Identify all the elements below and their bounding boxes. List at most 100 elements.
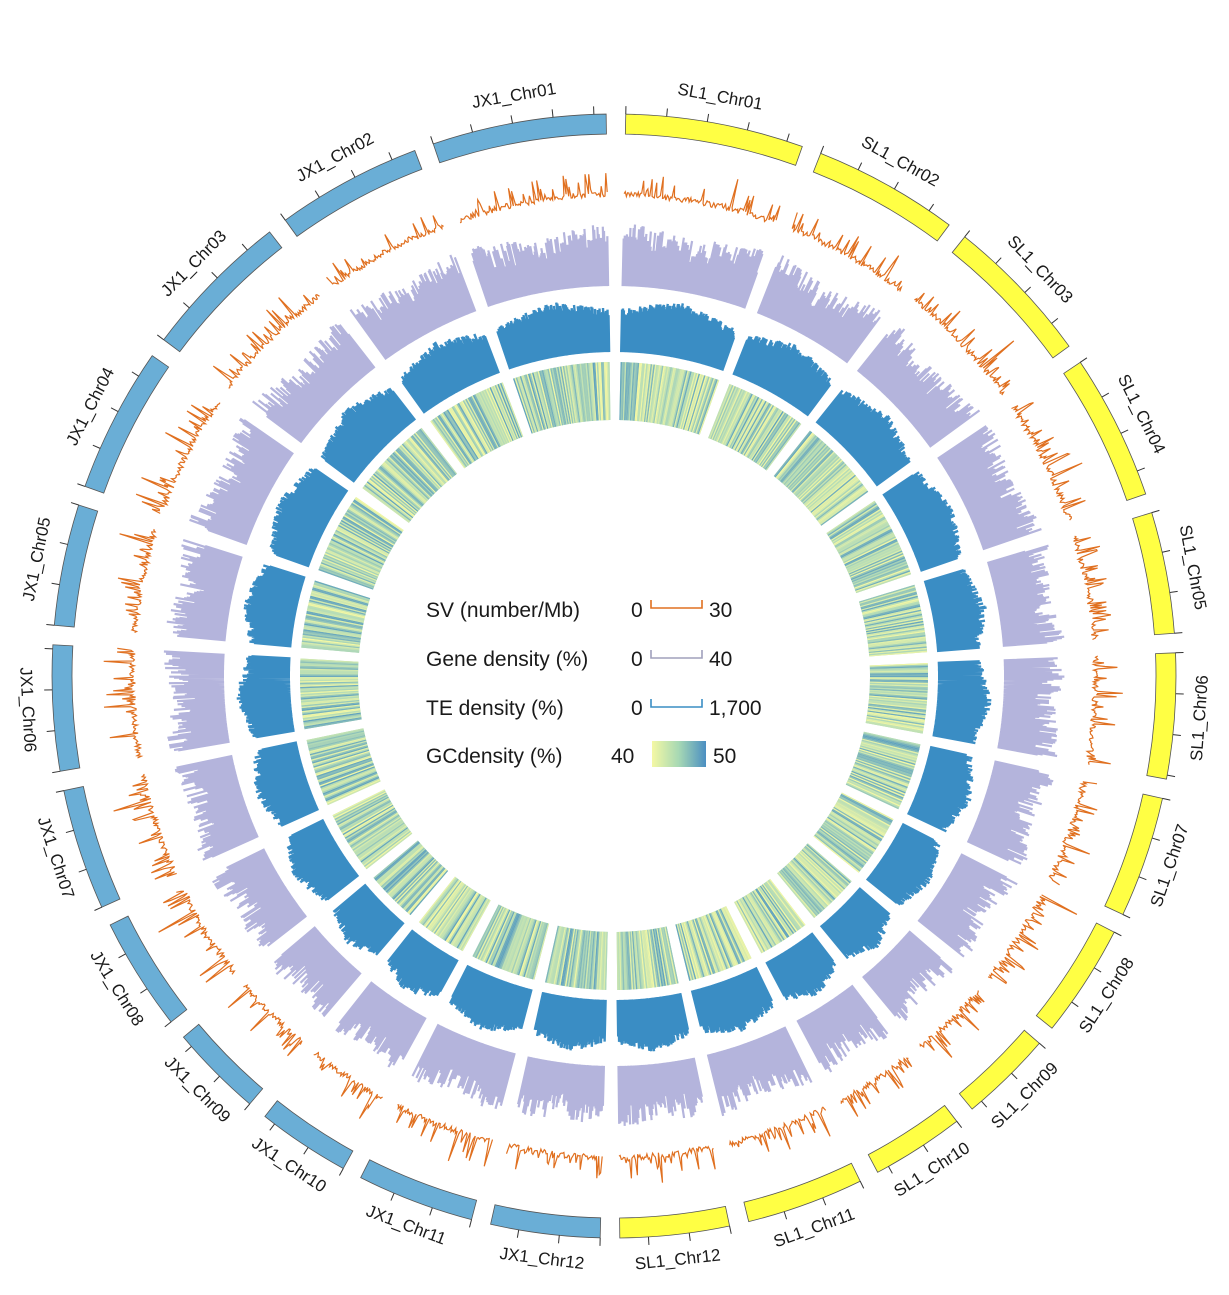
gc-cell [489,387,514,441]
karyotype-sl1-chr08 [1035,922,1115,1029]
gc-cell [845,541,899,568]
chromosome-jx1-chr08: JX1_Chr08 [86,789,413,1029]
gc-cell [643,364,653,422]
gc-cell [859,747,916,766]
gene-track-sl1-chr03 [856,327,981,448]
gc-cell [331,537,385,565]
gc-cell [830,507,880,540]
gc-cell [365,483,412,521]
chr-label-sl1-chr06: SL1_Chr06 [1187,674,1212,761]
gc-cell [308,733,365,749]
gc-cell [799,851,844,892]
gc-cell [795,856,838,898]
gc-cell [446,409,479,460]
ticks-jx1-chr11 [390,1192,473,1228]
gc-cell [337,796,389,826]
gc-cell [437,887,471,937]
gc-cell [752,890,785,941]
gc-cell [673,370,689,428]
gc-cell [866,717,924,729]
gc-cell [845,542,899,569]
gc-cell [346,810,397,843]
gc-cell [300,688,359,693]
gc-cell [830,810,881,843]
gc-cell [582,363,590,422]
gc-cell [831,809,882,842]
tick [164,1021,172,1028]
gc-cell [304,718,362,730]
gc-cell [848,550,903,575]
legend-gc-gradient [652,741,706,767]
gc-cell [813,835,860,873]
gc-cell [717,388,743,443]
tick [183,302,190,309]
gc-cell [603,362,607,421]
chr-label-jx1-chr01: JX1_Chr01 [470,79,557,112]
gc-cell [311,590,368,608]
sv-track-sl1-chr09 [919,990,985,1058]
ticks-sl1-chr01 [625,106,790,142]
gc-cell [419,428,457,476]
gc-cell [515,918,535,975]
gc-cell [638,930,646,989]
gc-cell [684,374,702,431]
gc-cell [308,602,366,618]
gc-cell [854,568,910,590]
gc-cell [762,883,798,932]
gc-cell [715,910,740,965]
gc-cell [766,880,803,929]
gc-cell [852,767,908,790]
gc-cell [814,481,862,519]
gc-cell [867,710,926,720]
gc-cell [314,751,370,771]
karyotype-sl1-chr05 [1132,512,1175,636]
gc-cell [523,374,542,431]
gc-cell [813,479,860,517]
gc-cell [514,377,534,434]
gc-cell [389,455,432,498]
gc-cell [476,906,503,959]
gc-cell [865,720,924,733]
gc-cell [835,802,887,833]
gc-cell [847,546,901,572]
gc-cell [333,791,387,819]
ticks-jx1-chr06 [44,647,61,774]
gc-cell [858,750,915,770]
gc-cell [719,390,746,444]
gc-cell [352,817,402,851]
gc-cell [860,592,918,610]
gc-cell [321,559,377,583]
gc-cell [743,896,774,948]
gc-cell [868,639,927,648]
gc-cell [862,602,920,618]
tick [77,483,86,487]
gc-cell [683,922,701,979]
gc-cell [867,630,925,641]
gc-cell [853,764,909,786]
gc-cell [460,401,490,453]
gc-cell [321,769,377,793]
gc-cell [867,629,925,640]
gc-cell [868,646,927,654]
gc-cell [805,845,850,885]
te-track-jx1-chr03 [320,387,417,483]
gc-cell [862,599,919,616]
gc-cell [300,675,359,678]
gc-cell [749,892,782,943]
gc-cell [531,923,548,980]
gc-cell [536,371,552,428]
gc-cell [784,441,825,486]
sv-track-jx1-chr12 [505,1143,603,1179]
gc-cell [348,507,398,540]
gc-cell [300,693,359,699]
gc-cell [577,930,586,989]
gc-cell [633,931,639,990]
gene-track-jx1-chr02 [349,254,477,361]
gc-cell [816,483,864,521]
gc-cell [810,474,856,513]
gc-cell [362,486,410,523]
gc-cell [703,915,726,971]
gc-cell [316,758,373,779]
gc-cell [844,538,898,566]
gc-cell [834,804,886,836]
